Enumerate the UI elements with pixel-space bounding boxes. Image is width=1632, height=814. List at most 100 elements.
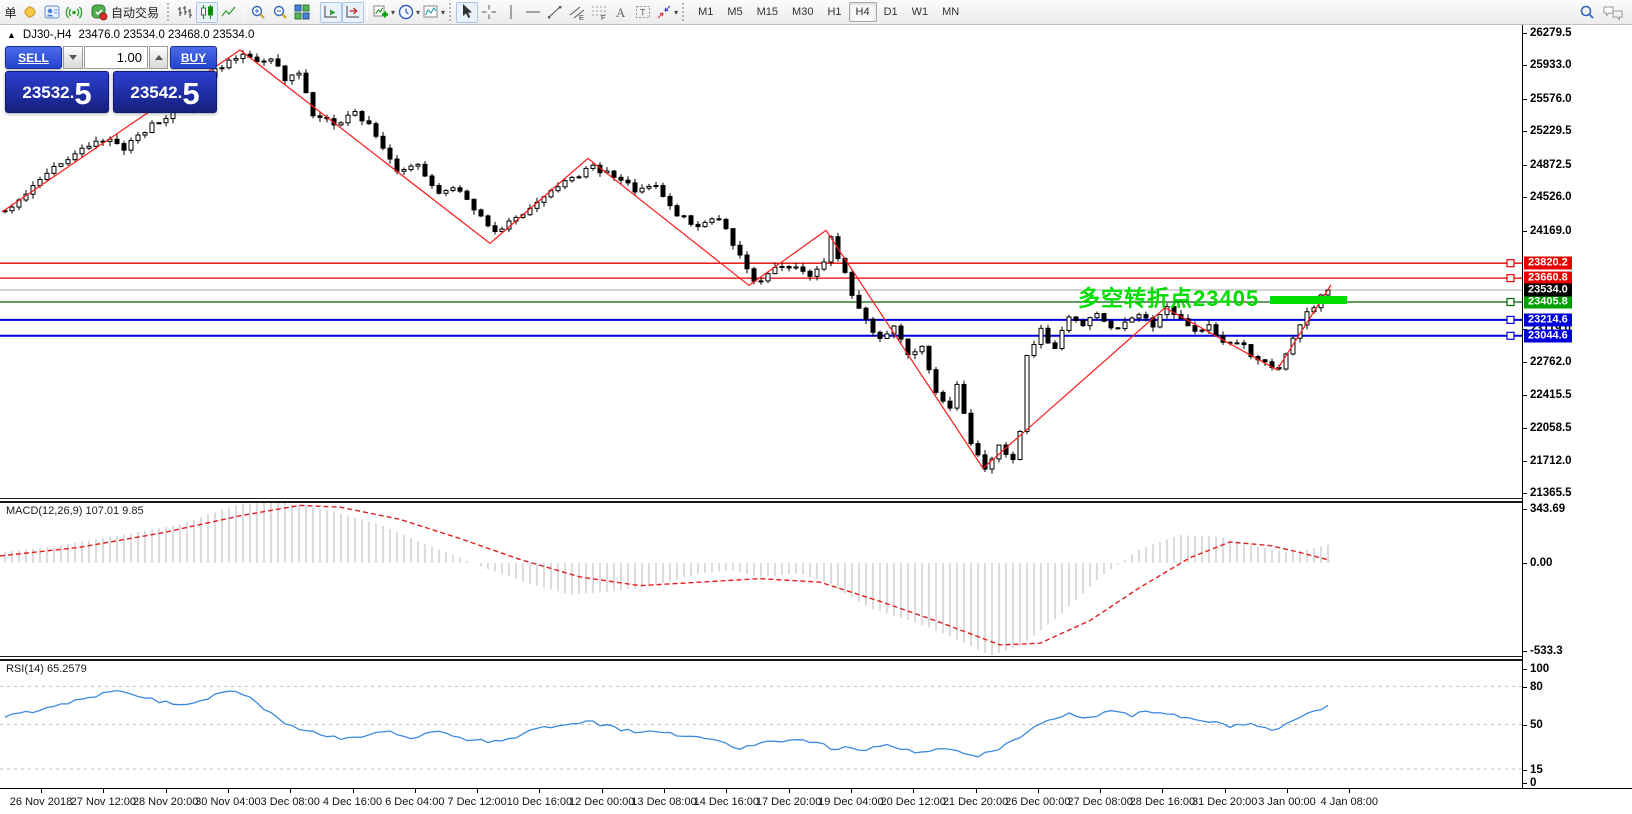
- tile-windows-button[interactable]: [291, 2, 313, 23]
- time-label: 17 Dec 20:00: [755, 796, 822, 808]
- time-label: 3 Dec 08:00: [260, 796, 320, 808]
- profile-button[interactable]: [41, 2, 63, 23]
- timeframe-M15[interactable]: M15: [756, 6, 779, 18]
- dropdown-caret[interactable]: ▾: [441, 7, 446, 17]
- market-watch-button[interactable]: [19, 2, 41, 23]
- new-order-button-partial[interactable]: 单: [2, 2, 19, 23]
- zoom-in-button[interactable]: [247, 2, 269, 23]
- dropdown-caret[interactable]: ▾: [391, 7, 396, 17]
- time-tick-mark: [975, 789, 977, 793]
- periods-button[interactable]: ▾: [396, 2, 421, 23]
- axis-tick-mark: [1523, 509, 1527, 510]
- chart-annotation-text[interactable]: 多空转折点23405: [1078, 286, 1260, 311]
- macd-label: MACD(12,26,9) 107.01 9.85: [6, 505, 144, 517]
- time-tick-mark: [1224, 789, 1226, 793]
- macd-pane[interactable]: MACD(12,26,9) 107.01 9.85: [0, 502, 1522, 656]
- candlestick-icon: [201, 5, 214, 19]
- toolbar-grip[interactable]: [449, 3, 452, 21]
- bar-chart-button[interactable]: [174, 2, 196, 23]
- decimal-point: .: [177, 83, 183, 102]
- timeframe-H1[interactable]: H1: [827, 6, 842, 18]
- timeframe-D1[interactable]: D1: [883, 6, 898, 18]
- timeframe-M5[interactable]: M5: [727, 6, 743, 18]
- sell-button[interactable]: SELL: [5, 46, 62, 69]
- line-chart-button[interactable]: [218, 2, 240, 23]
- indicators-icon: [423, 5, 438, 18]
- price-tick-label: 21365.5: [1530, 486, 1572, 499]
- timeframe-M1[interactable]: M1: [698, 6, 714, 18]
- price-tick-label: 24872.5: [1530, 158, 1572, 171]
- buy-button[interactable]: BUY: [170, 46, 217, 69]
- hline-anchor[interactable]: [1506, 274, 1515, 283]
- trendline-tool-button[interactable]: [544, 2, 566, 23]
- volume-input[interactable]: [84, 46, 148, 69]
- dropdown-caret[interactable]: ▾: [416, 7, 421, 17]
- dropdown-caret[interactable]: ▾: [674, 7, 679, 17]
- rsi-pane[interactable]: RSI(14) 65.2579: [0, 661, 1522, 788]
- axis-tick-mark: [1523, 362, 1527, 364]
- new-chart-button[interactable]: ▾: [371, 2, 396, 23]
- axis-tick-mark: [1523, 65, 1527, 67]
- time-tick-mark: [41, 789, 42, 793]
- zoom-out-button[interactable]: [269, 2, 291, 23]
- axis-tick-mark: [1523, 725, 1527, 726]
- candlestick-chart-button[interactable]: [196, 1, 219, 23]
- highlight-bar[interactable]: [1270, 296, 1347, 304]
- toolbar-separator: [243, 3, 245, 21]
- fibonacci-tool-button[interactable]: F: [588, 2, 610, 23]
- vertical-line-tool-button[interactable]: [500, 2, 522, 23]
- axis-tick-mark: [1523, 33, 1527, 34]
- channel-tool-button[interactable]: E: [566, 2, 588, 23]
- timeframe-M30[interactable]: M30: [792, 6, 814, 18]
- time-tick-mark: [788, 789, 790, 793]
- timeframe-W1[interactable]: W1: [911, 6, 929, 18]
- arrows-tool-button[interactable]: ▾: [654, 2, 679, 23]
- time-tick-mark: [352, 789, 354, 793]
- auto-trading-button[interactable]: 自动交易: [85, 2, 164, 23]
- pane-separator[interactable]: [0, 498, 1522, 503]
- hline-anchor[interactable]: [1506, 259, 1515, 268]
- indicators-button[interactable]: ▾: [421, 2, 446, 23]
- hline-anchor[interactable]: [1506, 315, 1515, 324]
- text-icon: A: [616, 5, 626, 20]
- chart-shift-button[interactable]: [342, 1, 365, 23]
- timeframe-H4[interactable]: H4: [848, 2, 877, 22]
- rsi-canvas[interactable]: [0, 661, 1522, 788]
- price-axis[interactable]: 26279.5 25933.0 25576.0 25229.5 24872.5 24526…: [1522, 25, 1632, 789]
- cursor-tool-button[interactable]: [456, 1, 479, 23]
- timeframe-MN[interactable]: MN: [942, 6, 960, 18]
- toolbar-grip[interactable]: [682, 3, 685, 21]
- time-tick-mark: [414, 789, 416, 793]
- crosshair-tool-button[interactable]: [478, 2, 500, 23]
- time-label: 13 Dec 08:00: [631, 796, 697, 808]
- volume-increase-button[interactable]: [149, 46, 168, 69]
- volume-decrease-button[interactable]: [63, 46, 83, 69]
- time-tick-mark: [1100, 789, 1102, 793]
- svg-text:F: F: [601, 15, 605, 21]
- axis-tick-mark: [1523, 770, 1527, 771]
- price-chart-pane[interactable]: ▲ DJ30-,H4 23476.0 23534.0 23468.0 23534…: [0, 25, 1522, 498]
- axis-tick-mark: [1523, 687, 1527, 688]
- search-icon[interactable]: [1578, 3, 1596, 21]
- hline-anchor[interactable]: [1506, 297, 1515, 307]
- text-label-tool-button[interactable]: T: [632, 2, 654, 23]
- sell-label: SELL: [18, 50, 49, 65]
- macd-canvas[interactable]: [0, 502, 1522, 656]
- collapse-chart-arrow[interactable]: ▲: [7, 30, 16, 40]
- text-label-icon: T: [636, 6, 651, 18]
- text-tool-button[interactable]: A: [610, 2, 632, 23]
- time-tick-mark: [165, 789, 167, 793]
- auto-scroll-button[interactable]: [320, 1, 343, 23]
- toolbar-grip[interactable]: [167, 3, 170, 21]
- buy-price[interactable]: 23542. 5: [113, 71, 217, 113]
- chat-icon[interactable]: [1602, 3, 1624, 21]
- signals-button[interactable]: [63, 2, 85, 23]
- sell-price[interactable]: 23532. 5: [5, 71, 109, 113]
- price-chart-canvas[interactable]: [0, 25, 1522, 498]
- time-tick-mark: [1162, 789, 1164, 793]
- pane-separator[interactable]: [0, 656, 1522, 661]
- zigzag-line[interactable]: [1, 49, 1332, 470]
- time-axis[interactable]: 26 Nov 2018 27 Nov 12:00 28 Nov 20:00 30 No…: [0, 788, 1632, 814]
- hline-anchor[interactable]: [1506, 331, 1515, 340]
- horizontal-line-tool-button[interactable]: [522, 2, 544, 23]
